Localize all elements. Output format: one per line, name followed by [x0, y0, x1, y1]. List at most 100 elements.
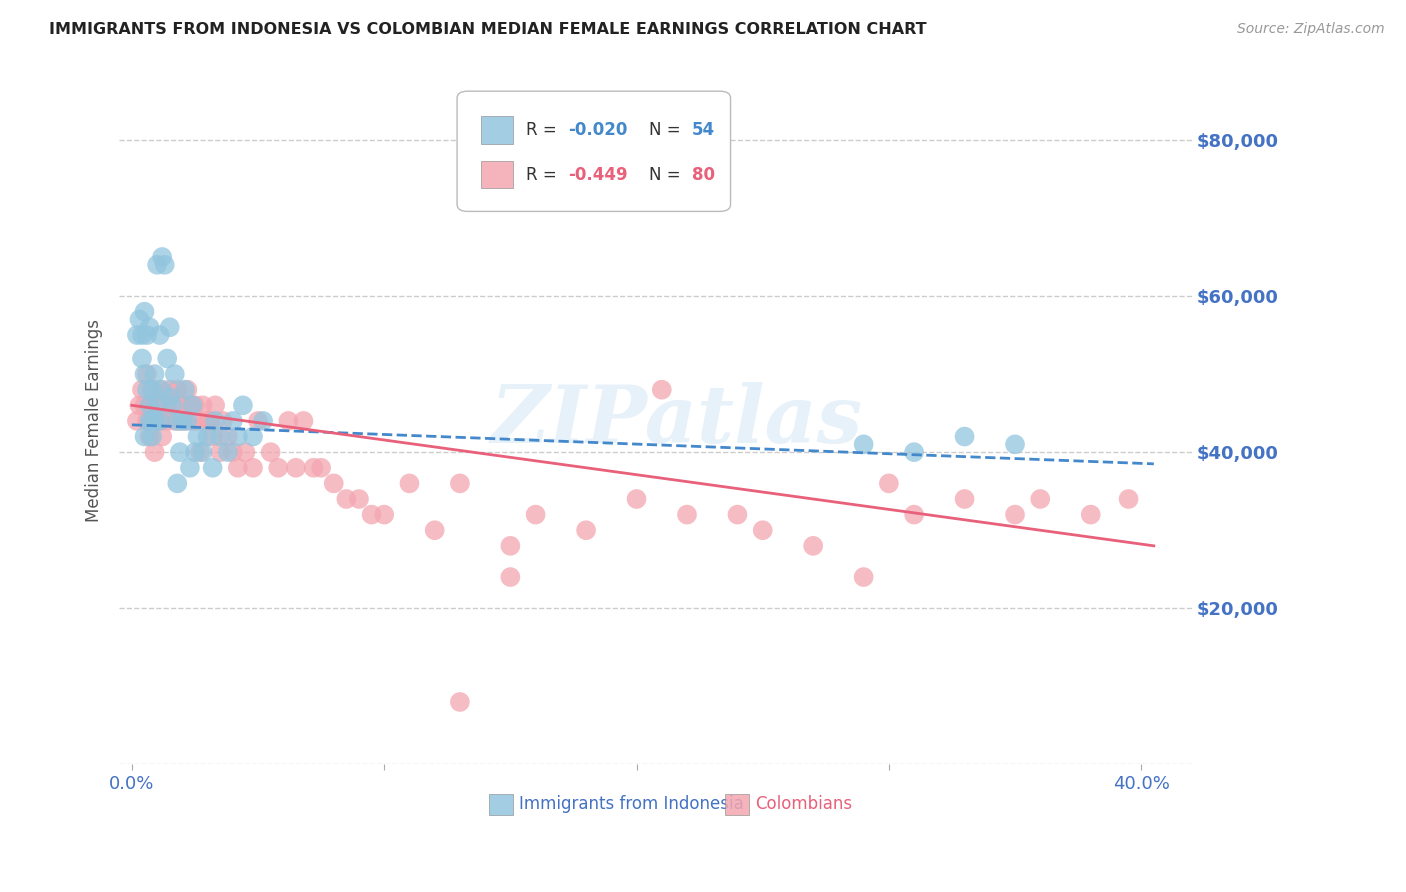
Point — [146, 258, 169, 272]
Point — [217, 445, 239, 459]
Point — [125, 414, 148, 428]
Text: Immigrants from Indonesia: Immigrants from Indonesia — [519, 796, 744, 814]
Point — [226, 460, 249, 475]
Point — [159, 391, 181, 405]
Point — [134, 367, 156, 381]
Point — [138, 320, 160, 334]
Point — [201, 460, 224, 475]
Point — [143, 367, 166, 381]
Point — [186, 414, 208, 428]
Point — [163, 367, 186, 381]
Point — [141, 383, 163, 397]
Point — [128, 398, 150, 412]
Text: 80: 80 — [692, 166, 714, 184]
Point — [141, 383, 163, 397]
Point — [150, 250, 173, 264]
Point — [727, 508, 749, 522]
Text: R =: R = — [526, 166, 562, 184]
Point — [143, 414, 166, 428]
Point — [173, 383, 195, 397]
Point — [302, 460, 325, 475]
Point — [226, 429, 249, 443]
Point — [201, 429, 224, 443]
Point — [186, 429, 208, 443]
Point — [198, 414, 221, 428]
Point — [347, 491, 370, 506]
Point — [153, 398, 176, 412]
Point — [499, 539, 522, 553]
Point — [524, 508, 547, 522]
Text: 54: 54 — [692, 121, 716, 139]
Text: Source: ZipAtlas.com: Source: ZipAtlas.com — [1237, 22, 1385, 37]
Point — [134, 398, 156, 412]
Point — [162, 398, 184, 412]
Point — [146, 398, 169, 412]
Point — [575, 523, 598, 537]
Point — [188, 445, 211, 459]
Point — [136, 383, 159, 397]
Point — [131, 383, 153, 397]
Point — [204, 414, 226, 428]
Point — [181, 398, 204, 412]
Point — [131, 351, 153, 366]
Point — [184, 398, 207, 412]
Point — [284, 460, 307, 475]
Point — [360, 508, 382, 522]
Point — [1029, 491, 1052, 506]
Point — [222, 445, 245, 459]
Point — [852, 437, 875, 451]
Y-axis label: Median Female Earnings: Median Female Earnings — [86, 319, 103, 523]
Point — [197, 414, 219, 428]
Point — [169, 445, 191, 459]
Bar — [481, 116, 513, 144]
Point — [209, 445, 232, 459]
Point — [141, 414, 163, 428]
Text: -0.020: -0.020 — [568, 121, 628, 139]
Point — [267, 460, 290, 475]
Point — [162, 398, 184, 412]
Point — [176, 383, 198, 397]
Point — [751, 523, 773, 537]
Point — [143, 414, 166, 428]
Point — [141, 429, 163, 443]
FancyBboxPatch shape — [457, 91, 731, 211]
Point — [149, 383, 172, 397]
Point — [136, 414, 159, 428]
Point — [676, 508, 699, 522]
Point — [149, 328, 172, 343]
Point — [953, 429, 976, 443]
Point — [235, 445, 257, 459]
Point — [163, 414, 186, 428]
Text: N =: N = — [650, 121, 686, 139]
Point — [204, 398, 226, 412]
Point — [852, 570, 875, 584]
Point — [499, 570, 522, 584]
Point — [903, 445, 925, 459]
Point — [423, 523, 446, 537]
Point — [626, 491, 648, 506]
Text: R =: R = — [526, 121, 562, 139]
Bar — [489, 794, 513, 814]
Point — [136, 328, 159, 343]
Bar — [481, 161, 513, 188]
Point — [138, 398, 160, 412]
Point — [166, 476, 188, 491]
Point — [141, 414, 163, 428]
Point — [1118, 491, 1140, 506]
Point — [1080, 508, 1102, 522]
Point — [222, 414, 245, 428]
Point — [801, 539, 824, 553]
Point — [153, 258, 176, 272]
Text: ZIPatlas: ZIPatlas — [491, 382, 863, 459]
Point — [242, 429, 264, 443]
Point — [953, 491, 976, 506]
Point — [138, 398, 160, 412]
Point — [335, 491, 357, 506]
Point — [150, 429, 173, 443]
Point — [136, 367, 159, 381]
Point — [134, 304, 156, 318]
Point — [277, 414, 299, 428]
Point — [322, 476, 344, 491]
Point — [149, 414, 172, 428]
Point — [242, 460, 264, 475]
